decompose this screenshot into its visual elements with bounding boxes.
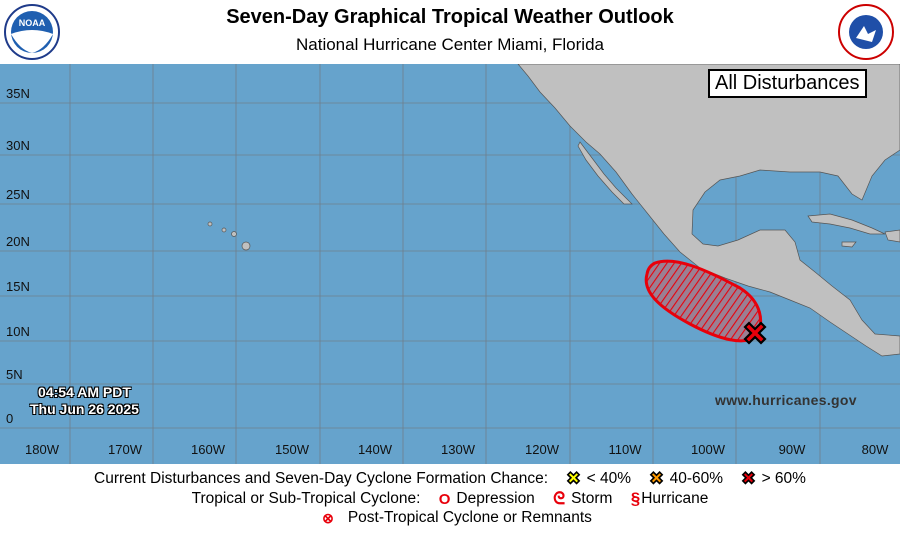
land [207, 64, 900, 357]
red-x-icon: ✖ [741, 469, 756, 489]
issue-time: 04:54 AM PDT [38, 384, 131, 400]
nws-logo [838, 4, 894, 60]
latitude-label: 15N [6, 279, 30, 294]
latitude-label: 10N [6, 324, 30, 339]
hawaii-islands [207, 221, 251, 251]
issue-timestamp: 04:54 AM PDT Thu Jun 26 2025 [30, 384, 139, 418]
map[interactable] [0, 64, 900, 464]
red-x-icon[interactable] [743, 321, 767, 345]
legend-cyclone-label: Tropical or Sub-Tropical Cyclone: [191, 490, 421, 507]
issue-date: Thu Jun 26 2025 [30, 401, 139, 417]
longitude-label: 140W [358, 442, 392, 457]
baja-california [577, 141, 633, 205]
post-tropical-icon: ⊗ [322, 509, 334, 526]
longitude-label: 160W [191, 442, 225, 457]
latitude-label: 35N [6, 86, 30, 101]
legend-disturbance-label: Current Disturbances and Seven-Day Cyclo… [94, 470, 549, 487]
disturbance-area[interactable] [644, 259, 762, 343]
legend-medium: 40-60% [669, 470, 724, 487]
latitude-label: 0 [6, 411, 14, 426]
longitude-label: 150W [275, 442, 309, 457]
depression-icon: O [438, 490, 451, 508]
legend-depression: Depression [456, 490, 535, 507]
yellow-x-icon: ✖ [566, 469, 581, 489]
disturbance-filter-label[interactable]: All Disturbances [708, 69, 867, 98]
jamaica [841, 241, 857, 248]
hispaniola [884, 229, 900, 243]
latitude-label: 20N [6, 234, 30, 249]
noaa-logo: NOAA [4, 4, 60, 60]
longitude-label: 120W [525, 442, 559, 457]
legend-hurricane: Hurricane [641, 490, 709, 507]
svg-text:NOAA: NOAA [19, 18, 46, 28]
longitude-label: 100W [691, 442, 725, 457]
cuba [807, 213, 886, 235]
longitude-label: 180W [25, 442, 59, 457]
legend-row-disturbances: Current Disturbances and Seven-Day Cyclo… [0, 469, 900, 489]
latitude-label: 30N [6, 138, 30, 153]
longitude-label: 80W [861, 442, 889, 457]
north-central-america-land [517, 64, 900, 357]
legend-post-tropical: Post-Tropical Cyclone or Remnants [347, 509, 592, 526]
page-subtitle: National Hurricane Center Miami, Florida [295, 35, 604, 54]
latitude-label: 5N [6, 367, 23, 382]
storm-icon: ᘓ [553, 489, 566, 508]
longitude-label: 130W [441, 442, 475, 457]
orange-x-icon: ✖ [649, 469, 664, 489]
longitude-label: 170W [108, 442, 142, 457]
website-link[interactable]: www.hurricanes.gov [715, 392, 857, 408]
legend-row-post-tropical: ⊗ Post-Tropical Cyclone or Remnants [0, 509, 900, 527]
legend-low: < 40% [586, 470, 632, 487]
latitude-label: 25N [6, 187, 30, 202]
legend-storm: Storm [571, 490, 613, 507]
hurricane-icon: § [630, 489, 641, 508]
legend-high: > 60% [761, 470, 806, 487]
longitude-label: 90W [778, 442, 806, 457]
longitude-label: 110W [608, 442, 642, 457]
page-title: Seven-Day Graphical Tropical Weather Out… [226, 6, 674, 28]
legend-row-cyclones: Tropical or Sub-Tropical Cyclone: O Depre… [0, 489, 900, 509]
